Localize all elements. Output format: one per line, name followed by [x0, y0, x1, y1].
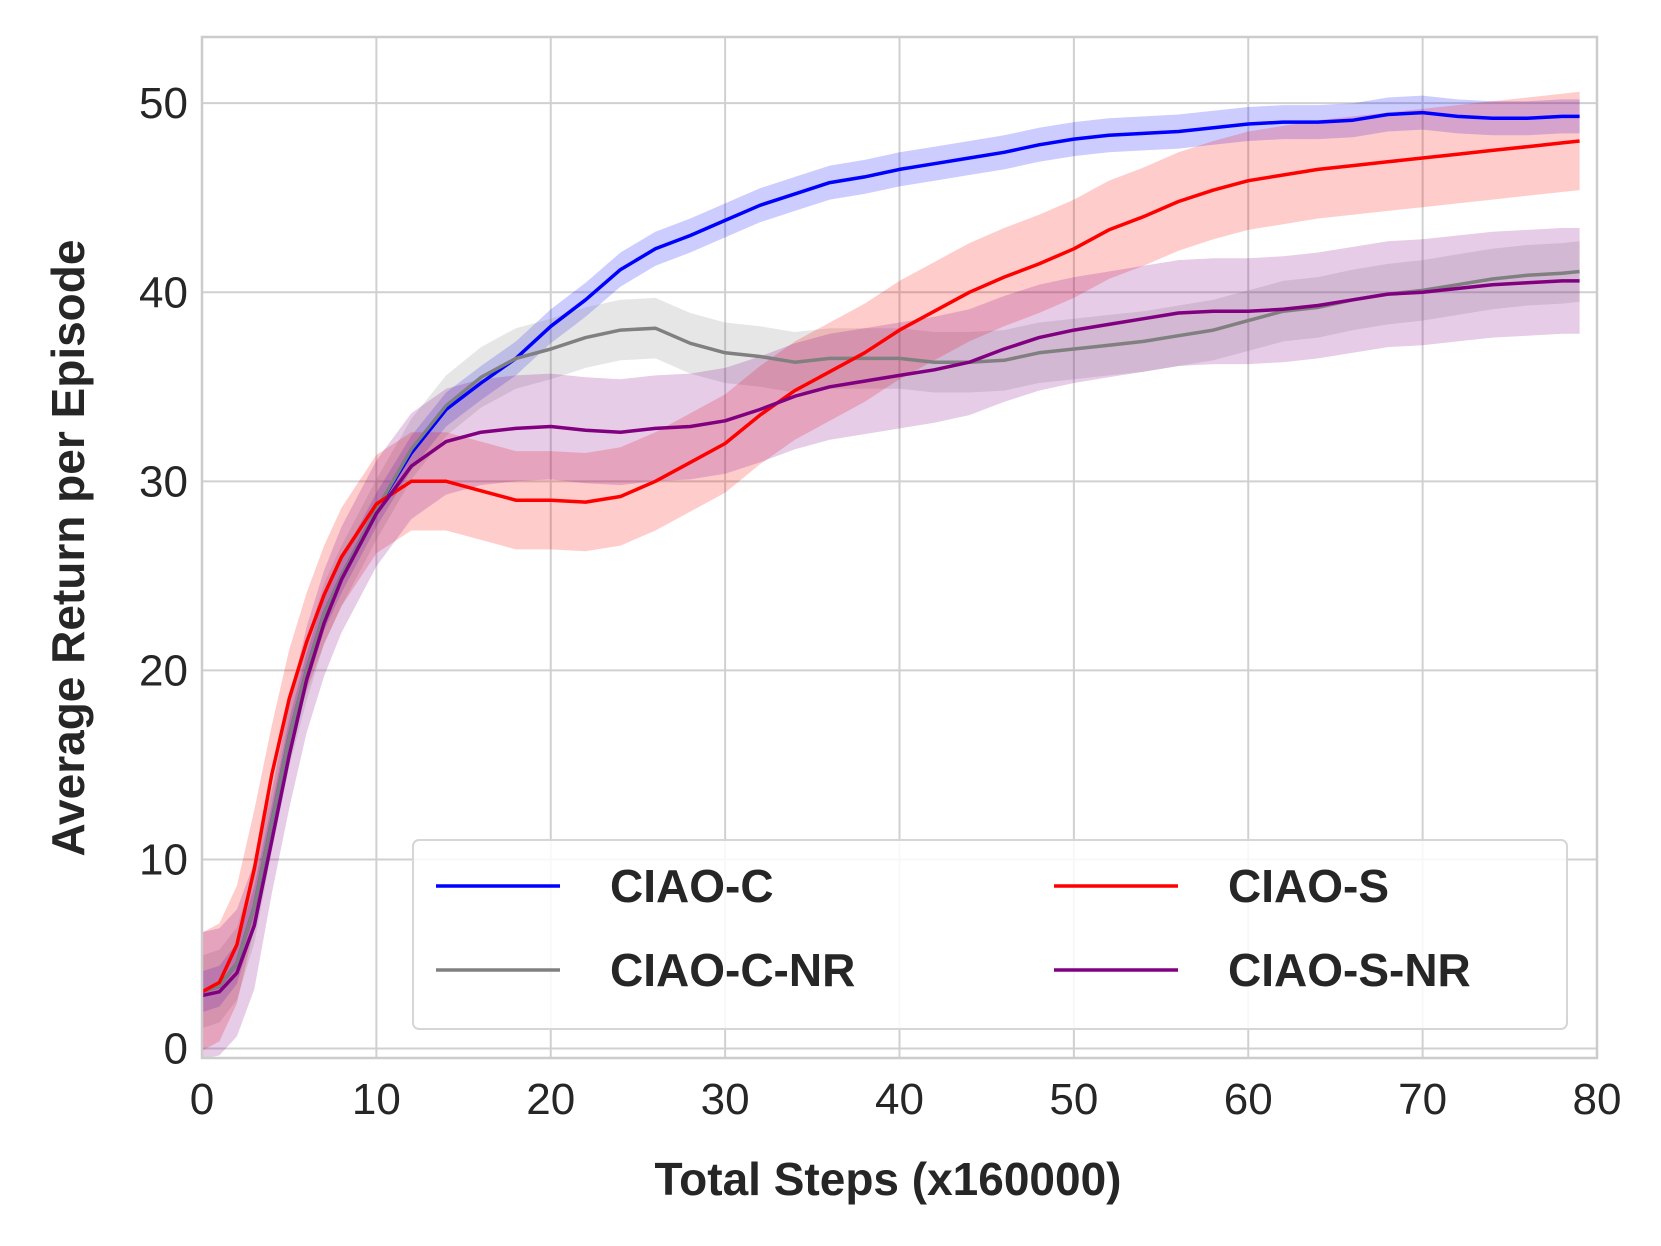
y-tick-label: 10	[139, 835, 188, 884]
x-tick-label: 70	[1398, 1075, 1447, 1124]
x-tick-label: 40	[875, 1075, 924, 1124]
x-tick-label: 60	[1224, 1075, 1273, 1124]
y-tick-label: 40	[139, 268, 188, 317]
x-tick-label: 80	[1573, 1075, 1622, 1124]
legend-label-ciao-s-nr: CIAO-S-NR	[1228, 944, 1471, 996]
y-tick-label: 0	[164, 1025, 188, 1074]
x-tick-label: 10	[352, 1075, 401, 1124]
legend-box	[412, 839, 1568, 1030]
band-ciao-s-nr	[202, 228, 1580, 1060]
legend-label-ciao-c-nr: CIAO-C-NR	[610, 944, 855, 996]
y-tick-label: 30	[139, 457, 188, 506]
series-line-ciao-s	[201, 139, 1580, 994]
y-tick-label: 50	[139, 79, 188, 128]
plot-frame	[200, 35, 1599, 1060]
legend: CIAO-C CIAO-S CIAO-C-NR CIAO-S-NR	[412, 839, 1568, 1030]
y-axis-title: Average Return per Episode	[42, 240, 94, 857]
band-ciao-s	[202, 91, 1580, 1051]
x-tick-label: 20	[526, 1075, 575, 1124]
legend-label-ciao-c: CIAO-C	[610, 860, 774, 912]
series-line-ciao-s-nr	[201, 279, 1580, 998]
band-ciao-c	[202, 95, 1580, 1013]
x-axis-title: Total Steps (x160000)	[654, 1153, 1121, 1205]
confidence-bands	[202, 91, 1580, 1060]
x-tick-labels: 0 10 20 30 40 50 60 70 80	[190, 1075, 1622, 1124]
x-tick-label: 50	[1049, 1075, 1098, 1124]
y-tick-label: 20	[139, 646, 188, 695]
x-tick-label: 30	[701, 1075, 750, 1124]
x-tick-label: 0	[190, 1075, 214, 1124]
y-tick-labels: 0 10 20 30 40 50	[139, 79, 188, 1073]
legend-label-ciao-s: CIAO-S	[1228, 860, 1389, 912]
series-lines	[201, 110, 1580, 998]
